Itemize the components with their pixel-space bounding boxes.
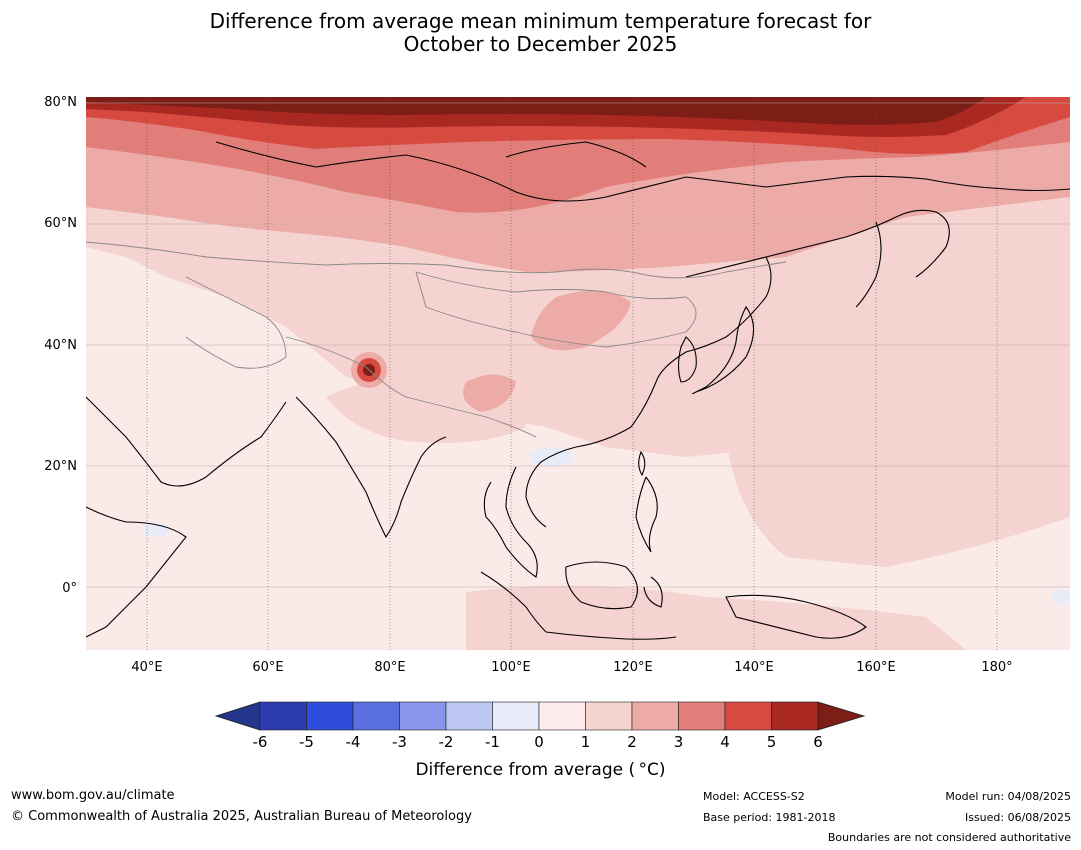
lon-label-120e: 120°E bbox=[613, 660, 653, 675]
colorbar-tick-label: -3 bbox=[392, 733, 407, 751]
colorbar-tick-label: -6 bbox=[252, 733, 268, 751]
coastline-indochina bbox=[483, 466, 538, 578]
border-central-asia bbox=[185, 276, 287, 369]
lon-label-100e: 100°E bbox=[491, 660, 531, 675]
colorbar-cell bbox=[771, 701, 819, 731]
colorbar-tick-label: 2 bbox=[627, 733, 637, 751]
coastline-sulawesi bbox=[643, 576, 663, 608]
colorbar-tick-label: 5 bbox=[766, 733, 777, 751]
coastline-arctic bbox=[215, 141, 1070, 202]
anomaly-map-svg bbox=[86, 97, 1070, 650]
coastline-taimyr bbox=[505, 141, 647, 168]
colorbar-cell bbox=[585, 701, 633, 731]
gridlines bbox=[86, 102, 1070, 588]
colorbar-cell bbox=[445, 701, 493, 731]
colorbar-arrow-high bbox=[817, 701, 866, 731]
lat-label-0: 0° bbox=[62, 581, 77, 596]
title-line-1: Difference from average mean minimum tem… bbox=[209, 9, 872, 33]
coastline-philippines bbox=[635, 476, 658, 553]
anomaly-2-3-mongolia-region bbox=[531, 290, 631, 351]
lon-label-160e: 160°E bbox=[856, 660, 896, 675]
meridians bbox=[146, 97, 998, 650]
map-title: Difference from average mean minimum tem… bbox=[0, 10, 1081, 56]
lon-label-60e: 60°E bbox=[252, 660, 284, 675]
coastline-okhotsk bbox=[685, 209, 950, 278]
coastline-korea bbox=[677, 336, 697, 383]
anomaly-map bbox=[86, 97, 1070, 650]
colorbar-arrow-low bbox=[214, 701, 261, 731]
anomaly-2-3-tibet-region bbox=[463, 374, 516, 412]
anomaly-1-2-pacific-region bbox=[726, 387, 1070, 567]
colorbar-cell bbox=[538, 701, 586, 731]
footer-website[interactable]: www.bom.gov.au/climate bbox=[11, 788, 175, 803]
anomaly-gt6-region bbox=[86, 97, 986, 125]
lat-label-60n: 60°N bbox=[44, 216, 77, 231]
coastline-new-guinea bbox=[725, 594, 867, 639]
colorbar-label: Difference from average ( °C) bbox=[415, 760, 666, 780]
colorbar-tick-label: -2 bbox=[438, 733, 454, 751]
coastline-arabia bbox=[86, 396, 287, 487]
colorbar bbox=[214, 701, 866, 731]
lat-label-80n: 80°N bbox=[44, 95, 77, 110]
colorbar-tick-label: 6 bbox=[813, 733, 823, 751]
coastline-africa bbox=[86, 506, 187, 638]
colorbar-cell bbox=[259, 701, 307, 731]
colorbar-cell bbox=[352, 701, 400, 731]
lat-label-20n: 20°N bbox=[44, 459, 77, 474]
colorbar-tick-label: 4 bbox=[720, 733, 730, 751]
border-china-west bbox=[285, 336, 537, 438]
footer-base-period: Base period: 1981-2018 bbox=[703, 811, 836, 824]
coastlines bbox=[86, 141, 1070, 640]
colorbar-tick-label: 1 bbox=[580, 733, 591, 751]
coastline-kamchatka bbox=[855, 221, 882, 308]
footer-disclaimer: Boundaries are not considered authoritat… bbox=[827, 831, 1071, 844]
lon-label-180: 180° bbox=[981, 660, 1013, 675]
colorbar-cell bbox=[306, 701, 354, 731]
colorbar-tick-label: -1 bbox=[485, 733, 500, 751]
colorbar-tick-label: -4 bbox=[345, 733, 361, 751]
footer-issued: Issued: 06/08/2025 bbox=[964, 811, 1071, 824]
coastline-japan bbox=[692, 305, 755, 395]
footer-model-run: Model run: 04/08/2025 bbox=[945, 790, 1071, 803]
border-russia-south bbox=[86, 241, 787, 279]
coastline-java bbox=[545, 631, 677, 640]
country-borders bbox=[86, 241, 787, 438]
colorbar-cell bbox=[631, 701, 679, 731]
negative-anomaly-pacific bbox=[1051, 589, 1070, 605]
anomaly-1-2-south-region bbox=[466, 585, 966, 650]
colorbar-tick-label: 3 bbox=[673, 733, 684, 751]
colorbar-cell bbox=[724, 701, 772, 731]
colorbar-tick-label: -5 bbox=[299, 733, 314, 751]
title-line-2: October to December 2025 bbox=[403, 32, 678, 56]
lon-label-140e: 140°E bbox=[734, 660, 774, 675]
negative-anomaly-south-china bbox=[529, 447, 573, 467]
coastline-sumatra bbox=[480, 571, 547, 633]
footer-copyright: © Commonwealth of Australia 2025, Austra… bbox=[11, 809, 472, 824]
colorbar-cell bbox=[678, 701, 726, 731]
coastline-borneo bbox=[565, 561, 638, 610]
lat-label-40n: 40°N bbox=[44, 338, 77, 353]
border-mongolia bbox=[415, 271, 697, 348]
coastline-taiwan bbox=[638, 450, 646, 477]
lon-label-40e: 40°E bbox=[131, 660, 163, 675]
colorbar-tick-label: 0 bbox=[534, 733, 544, 751]
coastline-china-east bbox=[525, 256, 772, 528]
coastline-india bbox=[295, 396, 447, 539]
colorbar-cell bbox=[492, 701, 540, 731]
lon-label-80e: 80°E bbox=[374, 660, 406, 675]
colorbar-cell bbox=[399, 701, 447, 731]
footer-model: Model: ACCESS-S2 bbox=[703, 790, 805, 803]
